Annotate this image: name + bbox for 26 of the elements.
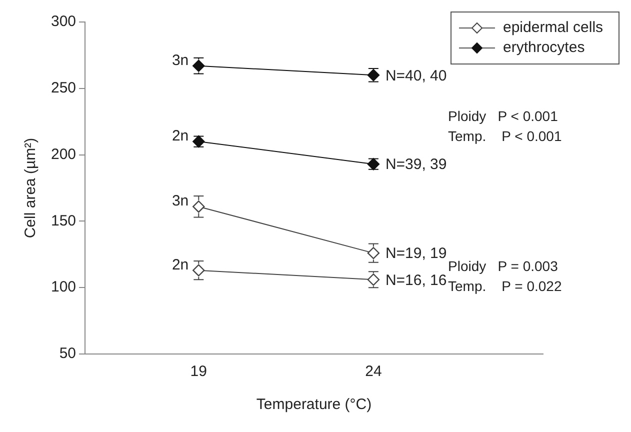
x-tick-label: 24: [365, 363, 382, 380]
point: [367, 246, 380, 260]
annotation: Ploidy P < 0.001: [448, 108, 558, 124]
annotation: N=40, 40: [385, 67, 447, 84]
annotation: Temp. P < 0.001: [448, 128, 562, 144]
annotation: 3n: [172, 192, 189, 210]
legend-label: epidermal cells: [503, 19, 604, 36]
legend-label: erythrocytes: [503, 39, 585, 56]
point: [192, 200, 205, 213]
annotation: N=16, 16: [385, 272, 447, 289]
annotation: 2n: [172, 256, 189, 274]
y-tick-label: 250: [50, 80, 76, 97]
annotation: 3n: [172, 52, 189, 69]
y-tick-label: 200: [50, 146, 76, 163]
x-axis-title: Temperature (°C): [256, 396, 372, 414]
annotation: Ploidy P = 0.003: [448, 258, 558, 274]
annotation: N=39, 39: [385, 156, 447, 174]
y-tick-label: 300: [50, 13, 76, 30]
annotation: N=19, 19: [385, 245, 447, 262]
y-tick-label: 100: [50, 278, 76, 296]
y-axis-title: Cell area (µm²): [22, 138, 40, 238]
annotation: 2n: [172, 128, 189, 145]
x-tick-label: 19: [190, 363, 207, 380]
y-tick-label: 150: [50, 212, 76, 230]
annotation: Temp. P = 0.022: [448, 278, 562, 294]
y-tick-label: 50: [59, 345, 76, 362]
